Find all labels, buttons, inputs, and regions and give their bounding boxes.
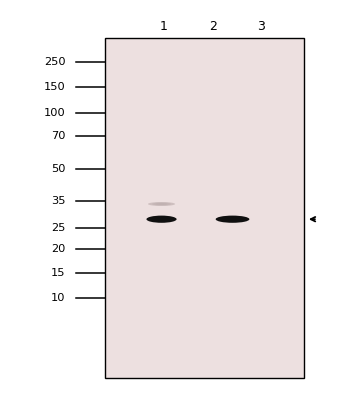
Text: 15: 15 <box>51 268 66 278</box>
Ellipse shape <box>221 217 244 222</box>
Text: 25: 25 <box>51 223 66 233</box>
Ellipse shape <box>151 217 172 222</box>
Text: 150: 150 <box>44 82 66 92</box>
Ellipse shape <box>147 216 177 223</box>
Ellipse shape <box>156 203 167 205</box>
Ellipse shape <box>216 216 250 223</box>
Text: 2: 2 <box>209 20 217 32</box>
Text: 100: 100 <box>44 108 66 118</box>
Ellipse shape <box>226 218 239 221</box>
Ellipse shape <box>152 202 171 206</box>
Ellipse shape <box>155 218 168 221</box>
Text: 3: 3 <box>257 20 265 32</box>
Text: 10: 10 <box>51 293 66 303</box>
Text: 1: 1 <box>159 20 167 32</box>
Bar <box>105 38 304 378</box>
Text: 250: 250 <box>44 57 66 67</box>
Text: 35: 35 <box>51 196 66 206</box>
Text: 50: 50 <box>51 164 66 174</box>
Ellipse shape <box>148 202 175 206</box>
Text: 70: 70 <box>51 131 66 141</box>
Text: 20: 20 <box>51 244 66 254</box>
